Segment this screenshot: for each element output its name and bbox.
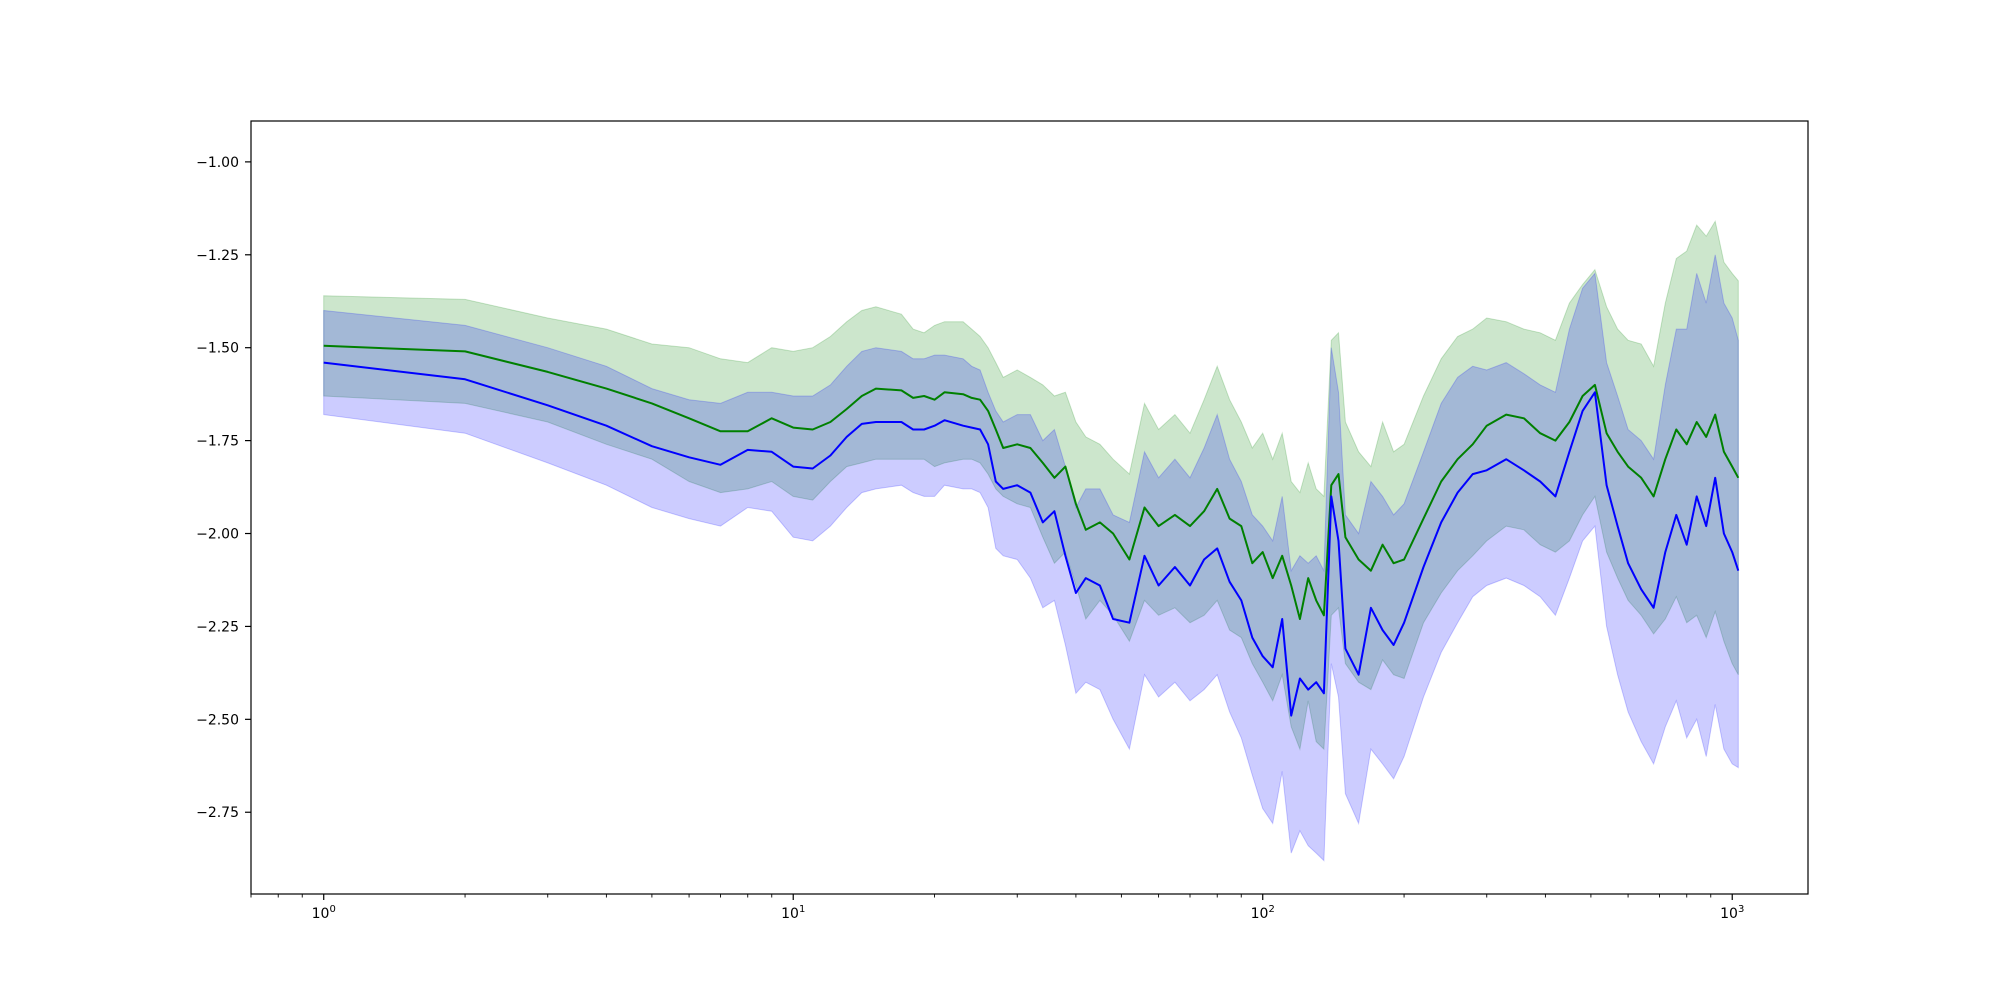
x-tick-label: 103 bbox=[1720, 904, 1744, 922]
x-tick-label: 102 bbox=[1251, 904, 1275, 922]
y-tick-label: −2.25 bbox=[196, 619, 239, 635]
confidence-bands bbox=[323, 219, 1739, 862]
line-series-2 bbox=[323, 361, 1740, 717]
band-series-2 bbox=[323, 254, 1739, 862]
x-tick-label: 101 bbox=[781, 904, 805, 922]
y-tick-label: −2.75 bbox=[196, 805, 239, 821]
y-tick-label: −2.00 bbox=[196, 527, 239, 543]
band-series-1 bbox=[323, 219, 1739, 751]
y-tick-label: −1.00 bbox=[196, 155, 239, 171]
y-tick-label: −1.25 bbox=[196, 248, 239, 264]
x-tick-label: 100 bbox=[312, 904, 336, 922]
y-axis: −1.00 −1.25 −1.50 −1.75 −2.00 −2.25 −2.50 −2.75 bbox=[196, 155, 251, 821]
series-lines bbox=[323, 344, 1740, 717]
y-tick-label: −1.75 bbox=[196, 434, 239, 450]
plot-frame bbox=[250, 120, 1809, 895]
x-axis: 100 101 102 103 bbox=[250, 894, 1744, 922]
y-tick-label: −1.50 bbox=[196, 341, 239, 357]
line-series-1 bbox=[323, 344, 1740, 620]
y-tick-label: −2.50 bbox=[196, 712, 239, 728]
